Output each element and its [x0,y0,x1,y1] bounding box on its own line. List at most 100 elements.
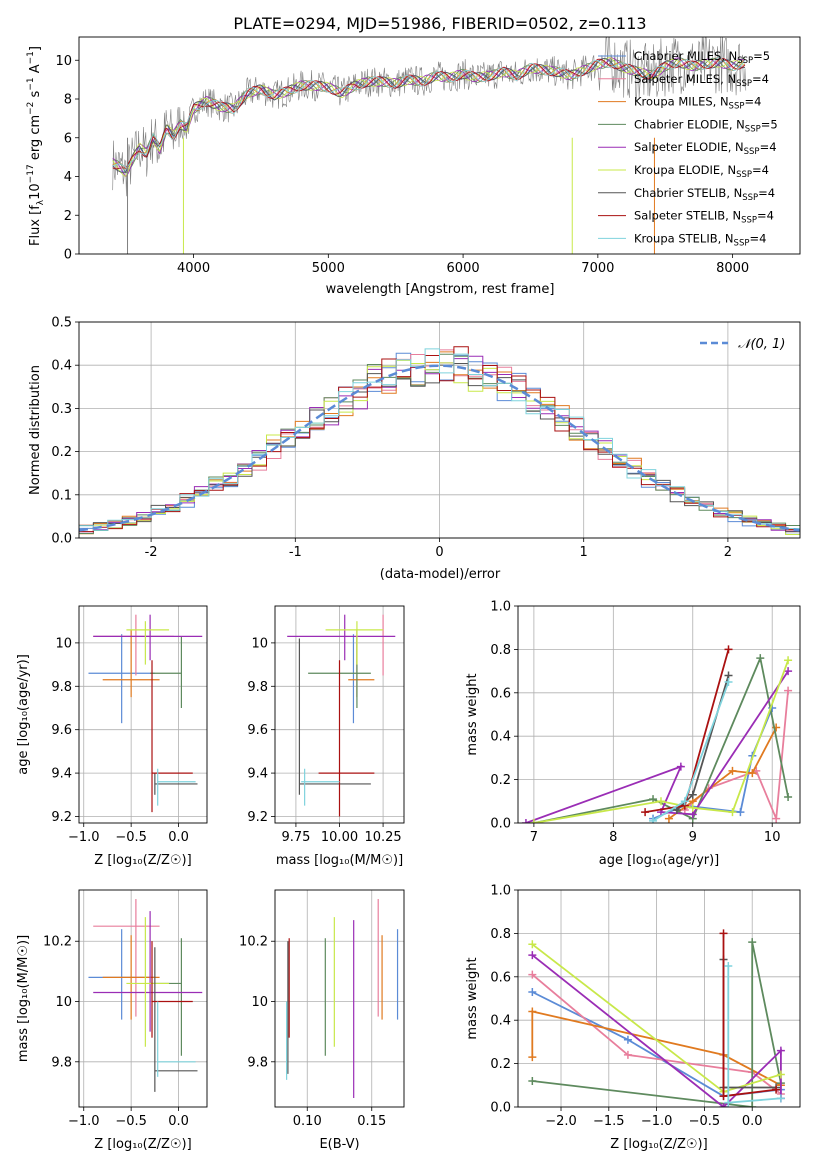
legend-label-sub: SSP [736,170,752,180]
weight-marker-kroupa_elodie [656,797,665,806]
legend-label-kroupa_miles: Kroupa MILES, NSSP=4 [634,95,761,112]
mass_vs_Z-xtick-label: −0.5 [115,1114,147,1129]
residuals-ytick-label: 0.1 [51,488,72,503]
weight_vs_age-ytick-label: 1.0 [490,600,511,615]
age_vs_Z-xtick-label: 0.0 [168,830,189,845]
age_vs_mass-ytick-label: 9.6 [247,723,268,738]
weight-marker-chabrier_stelib [688,790,697,799]
legend-normal-label: 𝒩(0, 1) [738,337,785,352]
residuals-axes: -2 -1 0 1 2 0.0 0.1 0.2 0.3 0.4 0.5 (data-model)/er… [28,316,801,582]
spectrum-ytick-label: 0 [64,248,72,263]
weight-marker-kroupa_stelib [724,1098,733,1107]
weight_vs_Z-xtick-label: 0.0 [742,1114,763,1129]
histogram-chabrier_stelib [79,363,800,538]
spectrum-ylabel-part: ] [28,46,43,51]
legend-label-sub: SSP [744,147,760,157]
legend-label-chabrier_stelib: Chabrier STELIB, NSSP=4 [634,186,775,203]
weight_vs_age-ytick-label: 0.6 [490,686,511,701]
legend-label-main: Chabrier STELIB, N [634,186,742,200]
weight_vs_age-xtick-label: 8 [609,830,617,845]
legend-label-sub: SSP [734,238,750,248]
legend-label-main: Kroupa ELODIE, N [634,163,736,177]
mass_vs_Z-ytick-label: 10.2 [43,935,72,950]
model-spectrum-line [112,57,746,169]
weight-marker-kroupa_stelib [680,797,689,806]
legend-label-chabrier_elodie: Chabrier ELODIE, NSSP=5 [634,117,778,134]
legend-label-suffix: =4 [760,140,777,154]
legend-label-chabrier_miles: Chabrier MILES, NSSP=5 [634,49,770,66]
weight-marker-kroupa_elodie [688,803,697,812]
weight-marker-salpeter_miles [784,686,793,695]
axes-frame [274,889,405,1108]
weight-marker-salpeter_miles [623,1050,632,1059]
weight-marker-salpeter_stelib [719,929,728,938]
mass_vs_Z-xtick-label: 0.0 [168,1114,189,1129]
age_vs_mass-ytick-label: 10 [251,636,268,651]
weight-marker-kroupa_miles [728,766,737,775]
weight-marker-salpeter_elodie [784,667,793,676]
residuals-ytick-label: 0.3 [51,402,72,417]
legend-label-suffix: =5 [761,117,778,131]
legend-label-salpeter_stelib: Salpeter STELIB, NSSP=4 [634,209,774,226]
weight_vs_Z-ylabel: mass weight [465,957,480,1039]
age_vs_Z-ylabel: age [log₁₀(age/yr)] [16,654,31,775]
weight-marker-chabrier_elodie [748,938,757,947]
spectrum-plot-area [112,37,747,254]
residuals-ylabel: Normed distribution [28,365,43,495]
age_vs_Z-plot-area [88,614,203,813]
legend-label-sub: SSP [736,79,752,89]
weight_vs_age-ylabel: mass weight [465,673,480,755]
weight-marker-kroupa_stelib [724,677,733,686]
weight-line-chabrier_elodie [532,941,782,1107]
weight-line-salpeter_stelib [644,649,730,813]
weight_vs_age-ytick-label: 0.2 [490,773,511,788]
weight_vs_age-xtick-label: 10 [764,830,781,845]
normal-curve [79,364,800,532]
mass_vs_EBV-xtick-label: 0.10 [293,1114,322,1129]
legend-label-main: Salpeter STELIB, N [634,209,741,223]
weight-marker-kroupa_elodie [529,819,538,823]
age_vs_mass-xtick-label: 10.25 [364,830,401,845]
weight_vs_age-ytick-label: 0.4 [490,730,511,745]
weight-marker-kroupa_elodie [728,808,737,817]
spectrum-ylabel-part: s [28,90,43,101]
weight_vs_Z-ytick-label: 1.0 [490,884,511,899]
weight-marker-kroupa_elodie [776,1070,785,1079]
residuals-ytick-label: 0.4 [51,359,72,374]
legend-label-main: Kroupa MILES, N [634,95,729,109]
age_vs_Z-ytick-label: 9.8 [51,680,72,695]
spectrum-ytick-label: 10 [55,54,72,69]
spectrum-axes: 4000 5000 6000 7000 8000 0 2 4 6 8 10 wavelength [A… [26,36,801,297]
mass_vs_EBV-xlabel: E(B-V) [319,1137,359,1152]
mass_vs_Z-xlabel: Z [log₁₀(Z/Z☉)] [94,1137,191,1152]
weight-marker-chabrier_elodie [756,654,765,663]
legend-label-sub: SSP [745,124,761,134]
spectrum-ylabel-part: A [28,64,43,77]
spectrum-ylabel-part: 10 [28,183,43,200]
age_vs_mass-ytick-label: 9.4 [247,767,268,782]
residuals-xtick-label: 1 [580,545,588,560]
spectrum-ytick-label: 2 [64,209,72,224]
weight-marker-kroupa_stelib [649,816,658,823]
weight_vs_Z-ytick-label: 0.2 [490,1057,511,1072]
weight-marker-chabrier_miles [623,1035,632,1044]
mass_vs_EBV-xtick-label: 0.15 [357,1114,386,1129]
weight_vs_Z-ytick-label: 0.6 [490,970,511,985]
weight_vs_Z-xtick-label: −2.0 [545,1114,577,1129]
age_vs_mass-axes: 9.75 10.00 10.25 9.2 9.4 9.6 9.8 10 mass [log₁₀(… [247,605,405,868]
age_vs_mass-ytick-label: 9.8 [247,680,268,695]
spectrum-ylabel-part: −1 [26,51,36,64]
mass_vs_Z-plot-area [88,899,203,1092]
spectrum-xlabel: wavelength [Angstrom, rest frame] [326,282,555,297]
axes-frame [78,605,208,824]
weight-marker-chabrier_miles [528,987,537,996]
spectrum-ylabel: Flux [fλ10−17 erg cm−2 s−1 A−1] [26,46,46,246]
residuals-xtick-label: 2 [724,545,732,560]
legend-label-kroupa_stelib: Kroupa STELIB, NSSP=4 [634,231,766,248]
spectrum-ylabel-part: −1 [26,77,36,90]
age_vs_Z-xtick-label: −1.0 [68,830,100,845]
age_vs_mass-ytick-label: 9.2 [247,810,268,825]
spectrum-ylabel-part: erg cm [28,115,43,164]
spectrum-ytick-label: 4 [64,170,72,185]
